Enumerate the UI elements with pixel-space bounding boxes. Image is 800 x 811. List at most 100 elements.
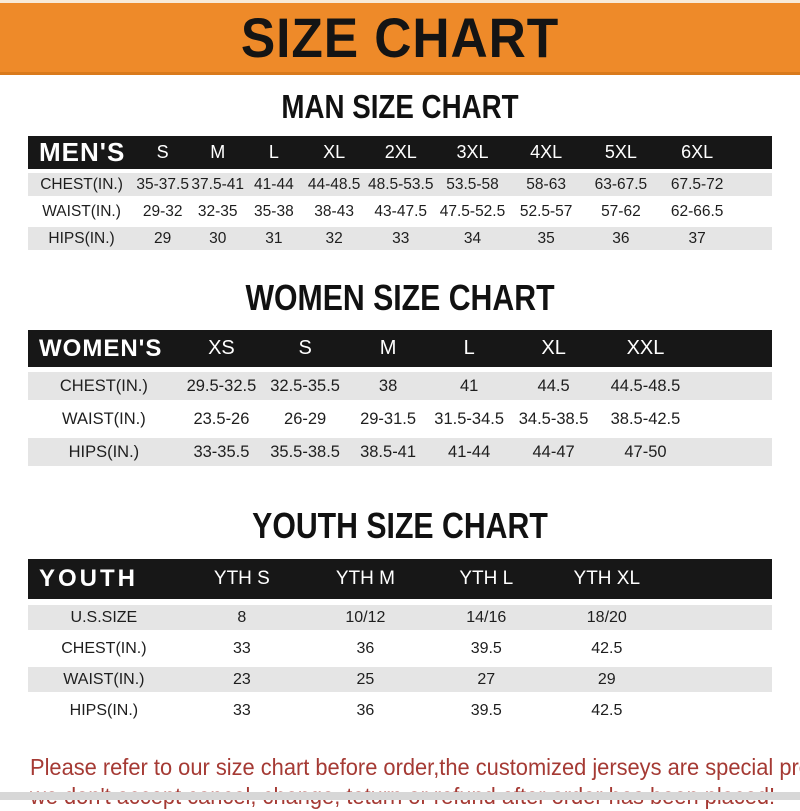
value-cell: 44-48.5 [302,173,366,196]
value-cell: 29.5-32.5 [179,372,264,400]
size-column-header: YTH M [304,559,427,599]
value-cell: 33-35.5 [179,438,264,466]
size-column-header: 6XL [658,136,736,169]
table-row: HIPS(IN.) 33-35.5 35.5-38.5 38.5-41 41-44 44-… [28,438,772,466]
table-row: CHEST(IN.) 33 36 39.5 42.5 [28,636,772,661]
table-title-cell: YOUTH [28,559,180,599]
row-label: HIPS(IN.) [28,698,180,723]
row-label: WAIST(IN.) [28,200,136,223]
value-cell: 38-43 [302,200,366,223]
value-cell: 41-44 [428,438,510,466]
table-title-cell: MEN'S [28,136,136,169]
value-cell: 33 [179,636,304,661]
table-row: CHEST(IN.) 29.5-32.5 32.5-35.5 38 41 44.5 44.5… [28,372,772,400]
value-cell: 34 [435,227,510,250]
men-size-table: MEN'S S M L XL 2XL 3XL 4XL 5XL 6XL CHEST(IN.) 35-37… [28,132,772,254]
value-cell: 36 [304,636,427,661]
value-cell: 44.5-48.5 [597,372,694,400]
row-label: WAIST(IN.) [28,405,180,433]
spacer-cell [693,372,772,400]
youth-section-title: YOUTH SIZE CHART [252,505,548,546]
value-cell: 52.5-57 [509,200,583,223]
value-cell: 27 [426,667,546,692]
spacer-cell [667,605,772,630]
size-column-header: M [347,330,429,367]
size-column-header: 3XL [435,136,510,169]
value-cell: 37.5-41 [190,173,246,196]
value-cell: 39.5 [426,636,546,661]
value-cell: 31.5-34.5 [428,405,510,433]
row-label: WAIST(IN.) [28,667,180,692]
banner-title: SIZE CHART [240,6,560,69]
value-cell: 67.5-72 [658,173,736,196]
women-section-title: WOMEN SIZE CHART [245,277,555,318]
spacer-cell [667,698,772,723]
value-cell: 29 [135,227,191,250]
value-cell: 10/12 [304,605,427,630]
size-column-header: XXL [597,330,694,367]
value-cell: 38.5-41 [347,438,429,466]
value-cell: 35.5-38.5 [263,438,348,466]
size-column-header: M [190,136,246,169]
value-cell: 35-38 [245,200,303,223]
size-column-header: XS [179,330,264,367]
value-cell: 23 [179,667,304,692]
row-label: HIPS(IN.) [28,438,180,466]
value-cell: 26-29 [263,405,348,433]
row-label: CHEST(IN.) [28,173,136,196]
value-cell: 35-37.5 [135,173,191,196]
row-label: HIPS(IN.) [28,227,136,250]
value-cell: 35 [509,227,583,250]
value-cell: 44-47 [509,438,598,466]
value-cell: 33 [365,227,436,250]
size-column-header: XL [509,330,598,367]
spacer-cell [693,330,772,367]
spacer-cell [735,136,772,169]
table-title-cell: WOMEN'S [28,330,180,367]
spacer-cell [667,636,772,661]
spacer-cell [693,405,772,433]
value-cell: 57-62 [582,200,659,223]
value-cell: 44.5 [509,372,598,400]
value-cell: 47.5-52.5 [435,200,510,223]
spacer-cell [735,227,772,250]
value-cell: 62-66.5 [658,200,736,223]
value-cell: 38.5-42.5 [597,405,694,433]
size-column-header: YTH XL [545,559,668,599]
women-size-table: WOMEN'S XS S M L XL XXL CHEST(IN.) 29.5-32.5 32.5… [28,325,772,471]
spacer-cell [735,173,772,196]
value-cell: 32-35 [190,200,246,223]
table-row: CHEST(IN.) 35-37.5 37.5-41 41-44 44-48.5 48.5… [28,173,772,196]
value-cell: 14/16 [426,605,546,630]
value-cell: 29-32 [135,200,191,223]
value-cell: 32.5-35.5 [263,372,348,400]
value-cell: 38 [347,372,429,400]
row-label: U.S.SIZE [28,605,180,630]
value-cell: 58-63 [509,173,583,196]
size-column-header: L [245,136,303,169]
spacer-cell [667,559,772,599]
value-cell: 42.5 [545,698,668,723]
size-column-header: XL [302,136,366,169]
table-header-row: YOUTH YTH S YTH M YTH L YTH XL [28,559,772,599]
value-cell: 29-31.5 [347,405,429,433]
spacer-cell [735,200,772,223]
size-chart-banner: SIZE CHART [0,0,800,75]
spacer-cell [667,667,772,692]
value-cell: 48.5-53.5 [365,173,436,196]
size-column-header: 5XL [582,136,659,169]
value-cell: 34.5-38.5 [509,405,598,433]
value-cell: 47-50 [597,438,694,466]
size-column-header: S [263,330,348,367]
size-column-header: 2XL [365,136,436,169]
size-column-header: L [428,330,510,367]
value-cell: 36 [582,227,659,250]
disclaimer-line-1: Please refer to our size chart before or… [30,754,800,780]
table-row: HIPS(IN.) 29 30 31 32 33 34 35 36 37 [28,227,772,250]
table-row: WAIST(IN.) 29-32 32-35 35-38 38-43 43-47.5 47.… [28,200,772,223]
value-cell: 23.5-26 [179,405,264,433]
value-cell: 18/20 [545,605,668,630]
value-cell: 41-44 [245,173,303,196]
value-cell: 25 [304,667,427,692]
value-cell: 42.5 [545,636,668,661]
